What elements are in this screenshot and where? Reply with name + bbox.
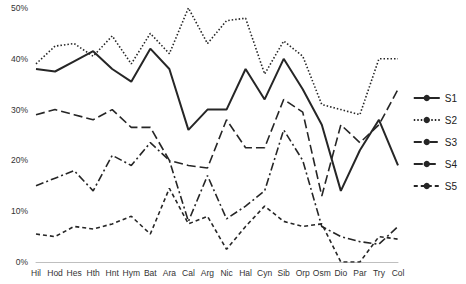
svg-text:40%: 40% <box>11 54 28 64</box>
svg-text:S3: S3 <box>445 137 458 148</box>
svg-text:Osm: Osm <box>313 268 331 278</box>
svg-text:S5: S5 <box>445 181 458 192</box>
svg-text:0%: 0% <box>16 257 29 267</box>
svg-text:Orp: Orp <box>296 268 310 278</box>
svg-text:Hes: Hes <box>67 268 82 278</box>
svg-text:Cal: Cal <box>182 268 195 278</box>
svg-text:S1: S1 <box>445 93 458 104</box>
svg-text:Arg: Arg <box>201 268 215 278</box>
svg-text:Hym: Hym <box>123 268 140 278</box>
svg-text:Hal: Hal <box>239 268 252 278</box>
svg-text:Hil: Hil <box>31 268 41 278</box>
svg-text:Hod: Hod <box>47 268 63 278</box>
svg-text:Col: Col <box>392 268 405 278</box>
svg-text:S2: S2 <box>445 115 458 126</box>
svg-text:20%: 20% <box>11 155 28 165</box>
svg-text:S4: S4 <box>445 159 458 170</box>
svg-text:10%: 10% <box>11 206 28 216</box>
svg-text:Cyn: Cyn <box>257 268 272 278</box>
svg-text:Par: Par <box>353 268 366 278</box>
svg-text:Nic: Nic <box>220 268 233 278</box>
svg-text:Hnt: Hnt <box>106 268 120 278</box>
svg-text:30%: 30% <box>11 105 28 115</box>
svg-text:Bat: Bat <box>144 268 157 278</box>
svg-text:Try: Try <box>373 268 386 278</box>
svg-text:Sib: Sib <box>278 268 291 278</box>
svg-text:Dio: Dio <box>334 268 347 278</box>
svg-text:Ara: Ara <box>163 268 177 278</box>
svg-text:Hth: Hth <box>87 268 101 278</box>
svg-text:50%: 50% <box>11 3 28 13</box>
